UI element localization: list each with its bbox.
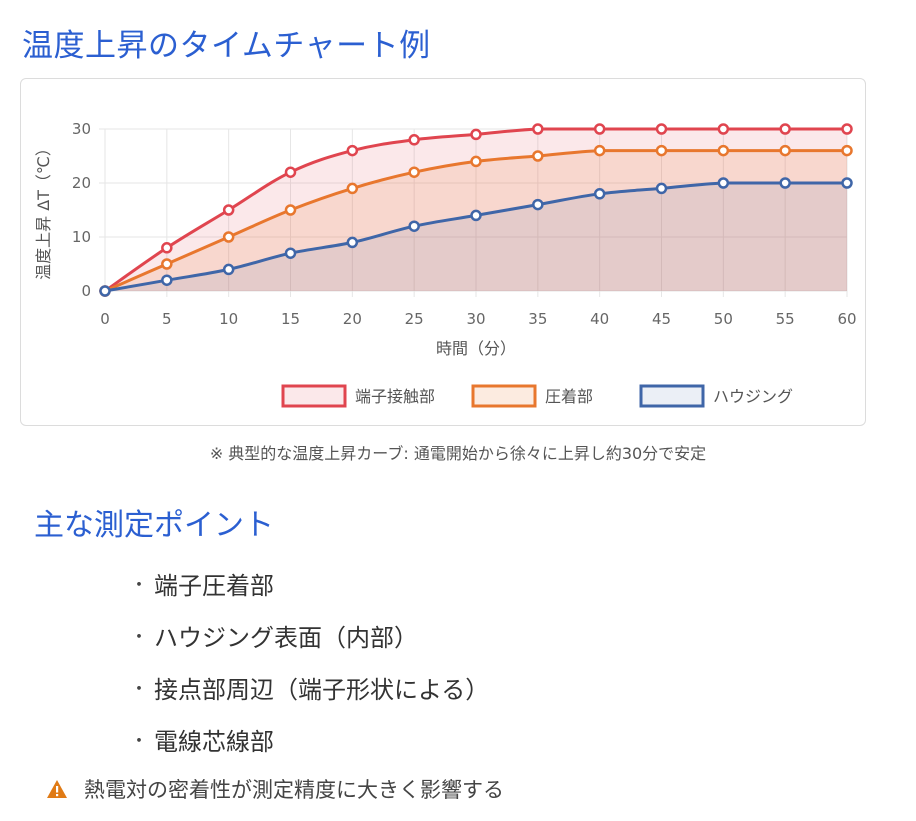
x-tick-label: 5 — [162, 310, 172, 328]
data-point — [222, 231, 235, 243]
legend-swatch — [281, 384, 347, 408]
warning-note-text: 熱電対の密着性が測定精度に大きく影響する — [84, 778, 504, 802]
y-axis-title: 温度上昇 ΔT（℃） — [34, 140, 53, 280]
data-point — [284, 166, 297, 178]
data-point — [841, 144, 853, 157]
x-tick-label: 25 — [405, 310, 424, 328]
x-tick-label: 60 — [837, 310, 856, 328]
y-tick-label: 20 — [72, 174, 91, 192]
data-point — [717, 123, 730, 135]
data-point — [841, 177, 853, 189]
data-point — [655, 182, 668, 195]
data-point — [593, 144, 606, 157]
bullet: ・ — [130, 679, 148, 700]
list-item: ・端子圧着部 — [130, 560, 489, 612]
page-title: 温度上昇のタイムチャート例 — [22, 28, 431, 64]
legend-label: ハウジング — [713, 387, 793, 406]
legend-swatch — [639, 384, 705, 408]
x-tick-label: 50 — [714, 310, 733, 328]
list-item-text: 電線芯線部 — [154, 728, 274, 756]
data-point — [841, 123, 853, 135]
section-title: 主な測定ポイント — [34, 508, 274, 543]
legend-swatch — [471, 384, 537, 408]
data-point — [346, 182, 359, 195]
data-point — [284, 204, 297, 216]
x-tick-label: 40 — [590, 310, 609, 328]
x-tick-label: 10 — [219, 310, 238, 328]
warning-note: 熱電対の密着性が測定精度に大きく影響する — [46, 774, 504, 804]
data-point — [408, 134, 420, 146]
data-point — [779, 123, 791, 135]
data-point — [717, 144, 730, 157]
bullet: ・ — [130, 731, 148, 752]
temperature-rise-chart: 0 5 10 15 20 25 30 35 40 45 50 55 60 0 10 20 30 時間（分） 温度上昇… — [34, 120, 857, 408]
list-item-text: 端子圧着部 — [154, 572, 274, 600]
data-point — [532, 198, 544, 211]
data-point — [346, 236, 359, 249]
data-point — [284, 247, 297, 259]
x-axis-title: 時間（分） — [436, 339, 516, 358]
data-point — [161, 242, 173, 254]
data-point — [470, 209, 482, 222]
x-tick-label: 30 — [466, 310, 485, 328]
data-point — [470, 155, 482, 168]
x-tick-label: 15 — [281, 310, 300, 328]
data-point — [161, 258, 173, 270]
data-point — [779, 144, 791, 157]
legend-label: 端子接触部 — [355, 387, 435, 406]
data-point — [222, 263, 235, 276]
chart-caption: ※ 典型的な温度上昇カーブ: 通電開始から徐々に上昇し約30分で安定 — [209, 444, 707, 463]
list-item-text: 接点部周辺（端子形状による） — [154, 676, 490, 704]
list-item: ・ハウジング表面（内部） — [130, 612, 489, 664]
data-point — [222, 204, 235, 216]
measurement-point-list: ・端子圧着部 ・ハウジング表面（内部） ・接点部周辺（端子形状による） ・電線芯… — [130, 560, 489, 768]
y-tick-label: 0 — [81, 282, 91, 300]
data-point — [655, 123, 668, 135]
warning-triangle-icon — [47, 780, 67, 798]
list-item: ・接点部周辺（端子形状による） — [130, 664, 489, 716]
x-tick-label: 0 — [100, 310, 110, 328]
data-point — [408, 166, 420, 178]
data-point — [161, 274, 173, 286]
data-point — [470, 128, 482, 141]
data-point — [655, 144, 668, 157]
x-tick-label: 45 — [652, 310, 671, 328]
data-point — [593, 123, 606, 135]
data-point — [99, 285, 111, 297]
data-point — [779, 177, 791, 189]
data-point — [346, 144, 359, 157]
y-tick-label: 30 — [72, 120, 91, 138]
data-point — [532, 123, 544, 135]
data-point — [717, 177, 730, 189]
legend-label: 圧着部 — [545, 387, 593, 406]
data-point — [593, 188, 606, 200]
bullet: ・ — [130, 627, 148, 648]
x-tick-label: 35 — [528, 310, 547, 328]
list-item: ・電線芯線部 — [130, 716, 489, 768]
x-tick-label: 20 — [343, 310, 362, 328]
data-point — [408, 220, 420, 232]
temperature-chart-card: 0 5 10 15 20 25 30 35 40 45 50 55 60 0 10 20 30 時間（分） 温度上昇… — [20, 78, 866, 426]
x-tick-label: 55 — [776, 310, 795, 328]
bullet: ・ — [130, 575, 148, 596]
y-tick-label: 10 — [72, 228, 91, 246]
list-item-text: ハウジング表面（内部） — [154, 624, 418, 652]
series-area — [105, 183, 847, 291]
data-point — [532, 150, 544, 162]
